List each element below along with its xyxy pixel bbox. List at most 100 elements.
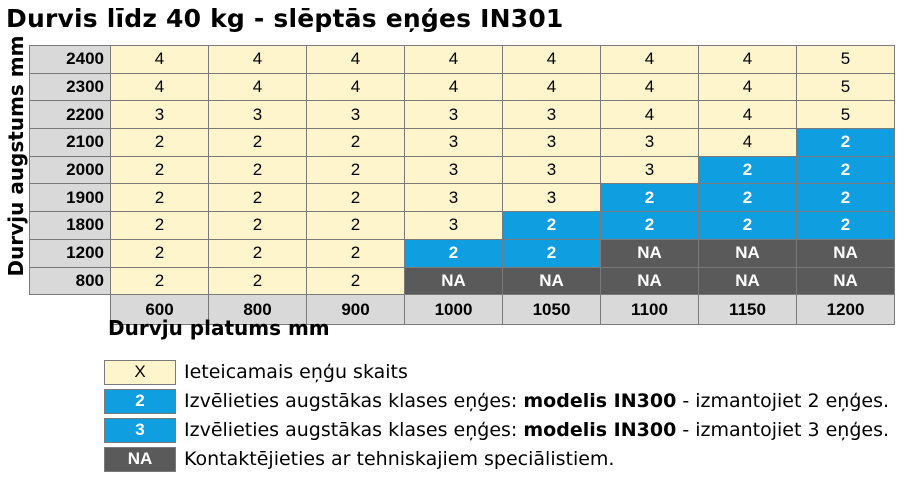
table-cell: 2	[698, 211, 797, 240]
table-cell: NA	[698, 266, 797, 296]
column-header-width: 1200	[796, 294, 895, 326]
legend-text-after: - izmantojiet 3 eņģes.	[676, 419, 890, 441]
table-cell: NA	[404, 266, 503, 296]
legend-text-after: - izmantojiet 2 eņģes.	[676, 390, 890, 412]
table-cell: 4	[698, 100, 797, 130]
legend-text: Izvēlieties augstākas klases eņģes: mode…	[184, 390, 889, 412]
table-cell: 4	[698, 128, 797, 157]
page-title: Durvis līdz 40 kg - slēptās eņģes IN301	[6, 4, 564, 33]
table-cell: 3	[404, 211, 503, 240]
row-header-height: 2300	[29, 72, 111, 102]
table-cell: NA	[698, 238, 797, 268]
table-row: 1800 2 2 2 3 2 2 2 2	[29, 211, 895, 240]
table-cell: 3	[404, 128, 503, 157]
legend-text-before: Izvēlieties augstākas klases eņģes:	[184, 419, 524, 441]
row-header-height: 2000	[29, 155, 111, 185]
legend-item: 2 Izvēlieties augstākas klases eņģes: mod…	[104, 387, 889, 415]
table-cell: 2	[698, 155, 797, 185]
legend-item: NA Kontaktējieties ar tehniskajiem speciā…	[104, 445, 889, 473]
table-cell: 2	[502, 211, 601, 240]
table-cell: 2	[600, 211, 699, 240]
table-row: 2300 4 4 4 4 4 4 4 5	[29, 72, 895, 102]
table-cell: 4	[404, 72, 503, 102]
table-cell: 2	[208, 266, 307, 296]
legend: X Ieteicamais eņģu skaits 2 Izvēlieties aug…	[104, 358, 889, 474]
x-axis-label: Durvju platums mm	[108, 316, 330, 340]
table-cell: NA	[796, 238, 895, 268]
row-header-height: 2400	[29, 45, 111, 74]
table-cell: 4	[404, 45, 503, 74]
column-header-width: 1100	[600, 294, 699, 326]
table-cell: 5	[796, 45, 895, 74]
table-cell: 3	[404, 183, 503, 213]
legend-swatch: X	[104, 359, 176, 385]
table-cell: 3	[600, 128, 699, 157]
table-cell: 2	[404, 238, 503, 268]
row-header-height: 1800	[29, 211, 111, 240]
table-cell: 4	[208, 45, 307, 74]
row-header-height: 1900	[29, 183, 111, 213]
table-cell: 2	[208, 211, 307, 240]
table-cell: 3	[600, 155, 699, 185]
table-cell: 4	[600, 100, 699, 130]
legend-text: Ieteicamais eņģu skaits	[184, 361, 408, 383]
table-cell: 2	[110, 266, 209, 296]
table-cell: 2	[306, 238, 405, 268]
legend-text-before: Ieteicamais eņģu skaits	[184, 361, 408, 383]
table-cell: 4	[698, 72, 797, 102]
table-cell: 4	[208, 72, 307, 102]
table-cell: 2	[306, 183, 405, 213]
row-header-height: 2100	[29, 128, 111, 157]
table-cell: 2	[796, 183, 895, 213]
corner-blank	[29, 294, 111, 325]
table-cell: 2	[306, 155, 405, 185]
table-cell: 2	[796, 155, 895, 185]
legend-item: 3 Izvēlieties augstākas klases eņģes: mod…	[104, 416, 889, 444]
row-header-height: 2200	[29, 100, 111, 130]
legend-text: Izvēlieties augstākas klases eņģes: mode…	[184, 419, 889, 441]
legend-item: X Ieteicamais eņģu skaits	[104, 358, 889, 386]
table-cell: 2	[502, 238, 601, 268]
table-cell: 2	[306, 266, 405, 296]
table-cell: 4	[306, 45, 405, 74]
table-row: 800 2 2 2 NA NA NA NA NA	[29, 266, 895, 296]
table-cell: 2	[110, 128, 209, 157]
table-cell: 2	[208, 183, 307, 213]
legend-swatch: NA	[104, 446, 176, 472]
column-header-width: 800	[208, 294, 307, 326]
table-cell: NA	[796, 266, 895, 296]
table-cell: 2	[110, 155, 209, 185]
table-cell: 3	[404, 100, 503, 130]
column-header-width: 600	[110, 294, 209, 326]
table-cell: 2	[698, 183, 797, 213]
table-cell: 2	[208, 128, 307, 157]
table-cell: 3	[502, 100, 601, 130]
legend-text-before: Kontaktējieties ar tehniskajiem speciāli…	[184, 448, 615, 470]
hinge-count-table: 2400 4 4 4 4 4 4 4 5 2300 4 4 4 4 4 4 4 5 2200 3 3 3 3 3 4 4 5 2100…	[29, 45, 895, 326]
column-header-width: 1150	[698, 294, 797, 326]
legend-text-bold: modelis IN300	[523, 419, 677, 441]
table-cell: 4	[600, 45, 699, 74]
column-header-width: 1050	[502, 294, 601, 326]
table-cell: 2	[208, 155, 307, 185]
table-row: 1200 2 2 2 2 2 NA NA NA	[29, 238, 895, 268]
table-cell: NA	[600, 238, 699, 268]
legend-swatch: 2	[104, 388, 176, 414]
table-cell: 3	[208, 100, 307, 130]
table-cell: 5	[796, 72, 895, 102]
hinge-table-container: 2400 4 4 4 4 4 4 4 5 2300 4 4 4 4 4 4 4 5 2200 3 3 3 3 3 4 4 5 2100…	[29, 45, 895, 326]
column-header-row: 600 800 900 1000 1050 1100 1150 1200	[29, 294, 895, 326]
table-cell: NA	[600, 266, 699, 296]
table-cell: 5	[796, 100, 895, 130]
legend-text: Kontaktējieties ar tehniskajiem speciāli…	[184, 448, 614, 470]
row-header-height: 800	[29, 266, 111, 296]
table-cell: 4	[698, 45, 797, 74]
table-cell: 2	[208, 238, 307, 268]
table-cell: 2	[110, 211, 209, 240]
table-cell: 4	[110, 72, 209, 102]
table-cell: 3	[502, 128, 601, 157]
table-row: 2400 4 4 4 4 4 4 4 5	[29, 45, 895, 74]
table-cell: 4	[502, 45, 601, 74]
table-cell: 3	[110, 100, 209, 130]
table-cell: 2	[796, 128, 895, 157]
